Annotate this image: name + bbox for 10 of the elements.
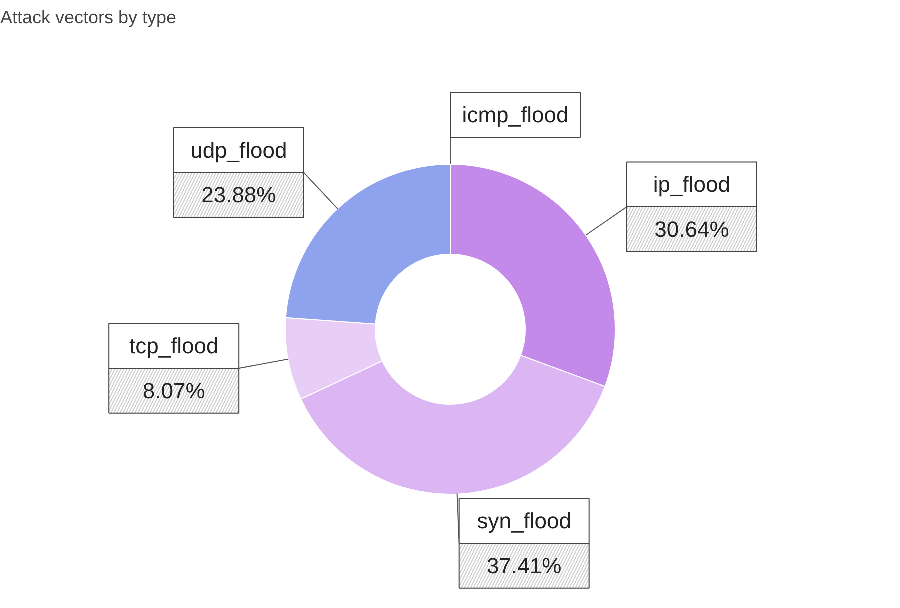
slice-label: udp_flood: [190, 138, 288, 163]
category-label: icmp_flood: [462, 102, 569, 128]
slice-label: syn_flood: [477, 508, 572, 534]
slice-label: tcp_flood: [129, 334, 219, 359]
chart-title: Attack vectors by type: [0, 8, 177, 28]
data-label: 23.88%: [202, 182, 276, 208]
slice-label: ip_flood: [653, 172, 730, 198]
data-label: 8.07%: [142, 378, 206, 404]
data-label: 37.41%: [487, 553, 562, 578]
data-label: 30.64%: [654, 216, 730, 242]
